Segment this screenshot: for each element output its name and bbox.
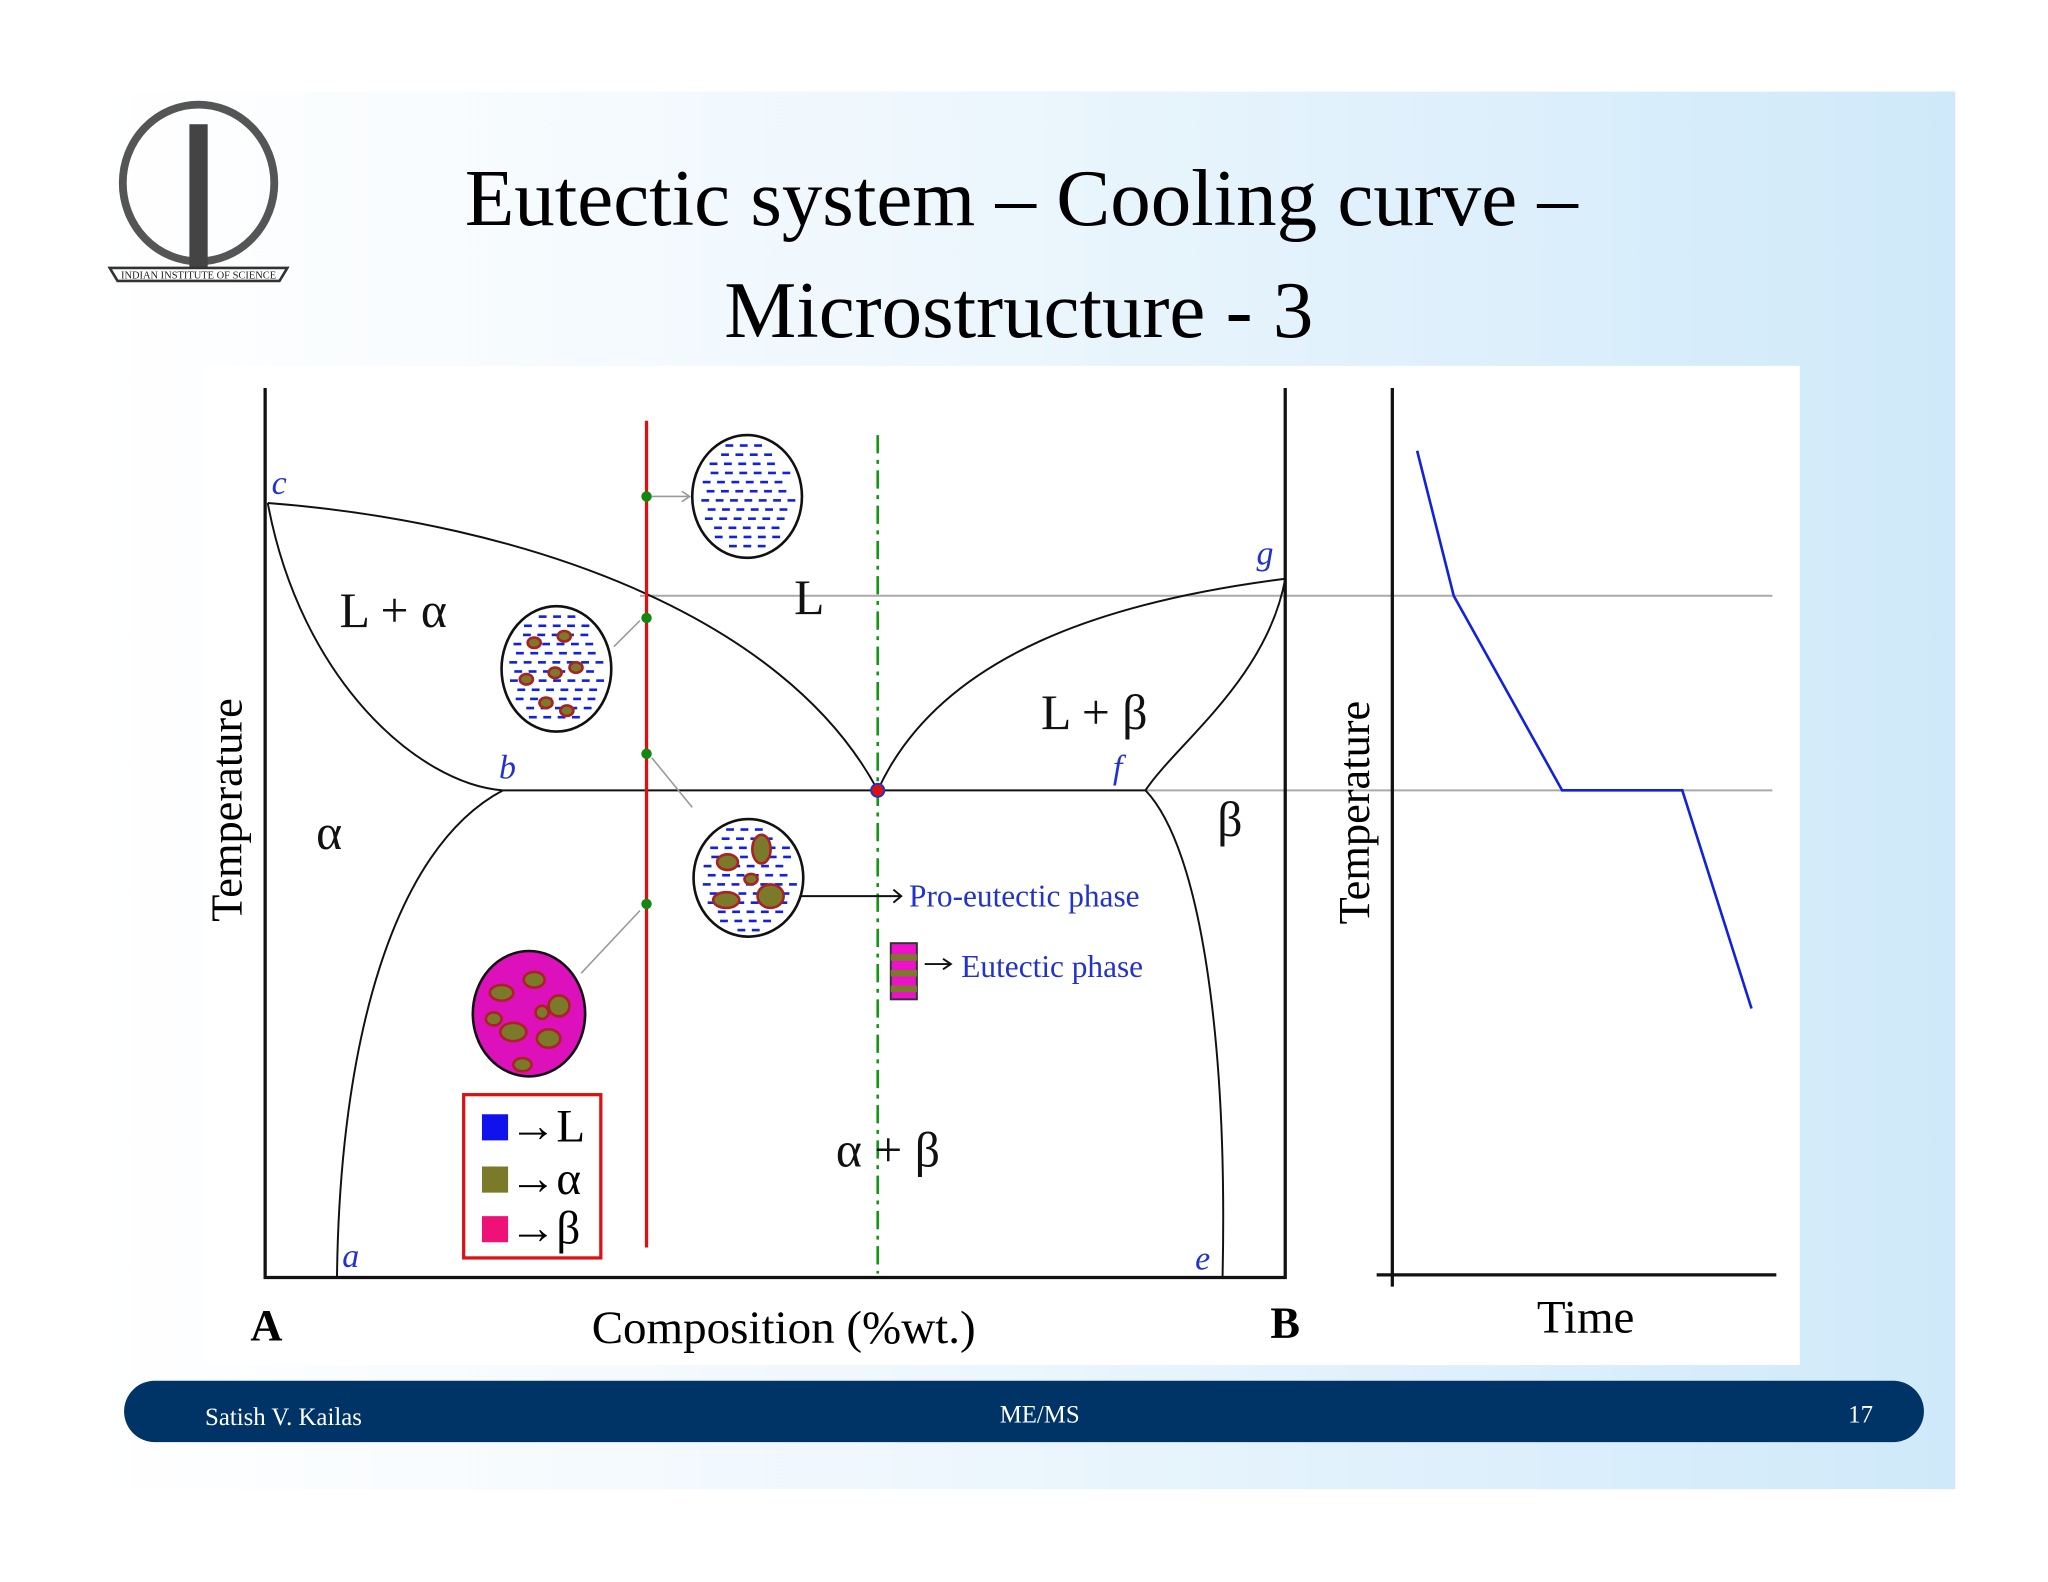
phase-labels: c g b f a e L + α L L + β α β α + β Pro-… bbox=[202, 465, 1300, 1354]
annotation: Eutectic phase bbox=[961, 949, 1143, 984]
annotation-arrow bbox=[924, 958, 953, 971]
point-label: g bbox=[1256, 535, 1273, 572]
region-label: L bbox=[794, 570, 824, 625]
legend-swatch bbox=[481, 1114, 509, 1141]
footer-dept: ME/MS bbox=[1000, 1402, 1080, 1429]
alpha-grain bbox=[512, 1056, 533, 1073]
legend-label: →L bbox=[509, 1101, 585, 1153]
alpha-grain bbox=[568, 661, 584, 675]
cooling-curve bbox=[1376, 388, 1777, 1287]
microstructure bbox=[690, 433, 804, 560]
alpha-grain bbox=[538, 696, 554, 710]
legend-box bbox=[462, 1093, 603, 1260]
logo-text: INDIAN INSTITUTE OF SCIENCE bbox=[121, 270, 276, 281]
annotation: Pro-eutectic phase bbox=[909, 879, 1140, 914]
alpha-grain bbox=[535, 1028, 562, 1049]
alpha-grain bbox=[498, 1021, 528, 1043]
microstructure bbox=[471, 949, 587, 1078]
annotation-arrow bbox=[783, 888, 903, 904]
phase-diagram bbox=[263, 388, 1773, 1280]
cooling-line bbox=[1415, 450, 1753, 1009]
alpha-grain bbox=[522, 970, 546, 989]
grain-boundary bbox=[690, 433, 804, 560]
legend-label: →β bbox=[509, 1203, 580, 1255]
point-label: b bbox=[499, 750, 516, 787]
solidus bbox=[266, 502, 503, 792]
region-label: β bbox=[1217, 792, 1242, 847]
microstructure bbox=[500, 604, 613, 733]
alpha-grain bbox=[526, 636, 543, 650]
region-label: α + β bbox=[836, 1123, 940, 1178]
footer-page: 17 bbox=[1848, 1402, 1873, 1429]
point-label: c bbox=[272, 465, 287, 502]
microstructures bbox=[471, 433, 805, 1078]
eutectic-icon-lamellae bbox=[890, 954, 917, 993]
y-axis-label: Temperature bbox=[1329, 701, 1379, 925]
alpha-grain bbox=[756, 883, 785, 910]
alpha-grain bbox=[518, 672, 535, 686]
y-axis-label: Temperature bbox=[202, 698, 252, 922]
solvus bbox=[336, 789, 504, 1278]
x-axis-label: Time bbox=[1537, 1291, 1635, 1343]
liquidus bbox=[267, 502, 879, 791]
region-label: L + β bbox=[1041, 685, 1148, 740]
x-axis-label: Composition (%wt.) bbox=[592, 1302, 976, 1354]
alpha-grain bbox=[484, 1011, 503, 1027]
axes bbox=[1376, 388, 1777, 1287]
x-axis-end: A bbox=[250, 1300, 282, 1350]
region-label: L + α bbox=[340, 583, 447, 638]
point-label: e bbox=[1195, 1241, 1210, 1278]
cooling-points bbox=[641, 491, 652, 910]
logo: INDIAN INSTITUTE OF SCIENCE bbox=[107, 100, 290, 283]
footer-author: Satish V. Kailas bbox=[205, 1404, 362, 1431]
alpha-grain bbox=[534, 1004, 550, 1021]
legend-label: →α bbox=[509, 1153, 581, 1205]
point-label: a bbox=[342, 1238, 359, 1275]
alpha-grain bbox=[559, 704, 575, 718]
alpha-grain bbox=[711, 890, 741, 910]
solvus bbox=[1144, 789, 1225, 1278]
title-line: Microstructure - 3 bbox=[724, 265, 1313, 355]
alpha-grain bbox=[751, 833, 772, 865]
microstructure bbox=[692, 817, 805, 938]
x-axis-end: B bbox=[1270, 1298, 1300, 1348]
legend-swatch bbox=[481, 1166, 509, 1193]
alpha-grain bbox=[547, 994, 571, 1018]
region-label: α bbox=[316, 805, 342, 860]
eutectic-point bbox=[870, 782, 886, 798]
liquidus bbox=[876, 577, 1286, 791]
axes bbox=[263, 388, 1287, 1280]
pointer-arrows bbox=[580, 490, 693, 974]
footer-bar bbox=[124, 1380, 1924, 1443]
legend-swatch bbox=[481, 1216, 509, 1243]
alpha-grain bbox=[715, 853, 740, 872]
alpha-grain bbox=[556, 629, 573, 643]
solidus bbox=[1144, 578, 1287, 791]
alpha-grain bbox=[743, 872, 759, 886]
title-line: Eutectic system – Cooling curve – bbox=[465, 153, 1580, 243]
figure-panel bbox=[202, 365, 1800, 1366]
alpha-grain bbox=[547, 666, 563, 680]
alpha-grain bbox=[488, 983, 515, 1002]
